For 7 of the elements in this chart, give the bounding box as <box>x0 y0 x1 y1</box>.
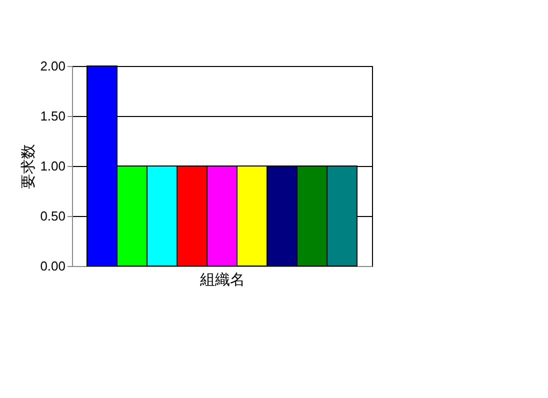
y-tick-label: 0.00 <box>40 258 66 274</box>
y-tick-label: 0.50 <box>40 208 66 224</box>
y-axis-title: 要求数 <box>20 144 38 189</box>
y-tick-label: 1.00 <box>40 158 66 174</box>
y-tick-label: 1.50 <box>40 108 66 124</box>
x-axis-title: 組織名 <box>199 272 245 288</box>
y-tick-label: 2.00 <box>40 58 66 74</box>
